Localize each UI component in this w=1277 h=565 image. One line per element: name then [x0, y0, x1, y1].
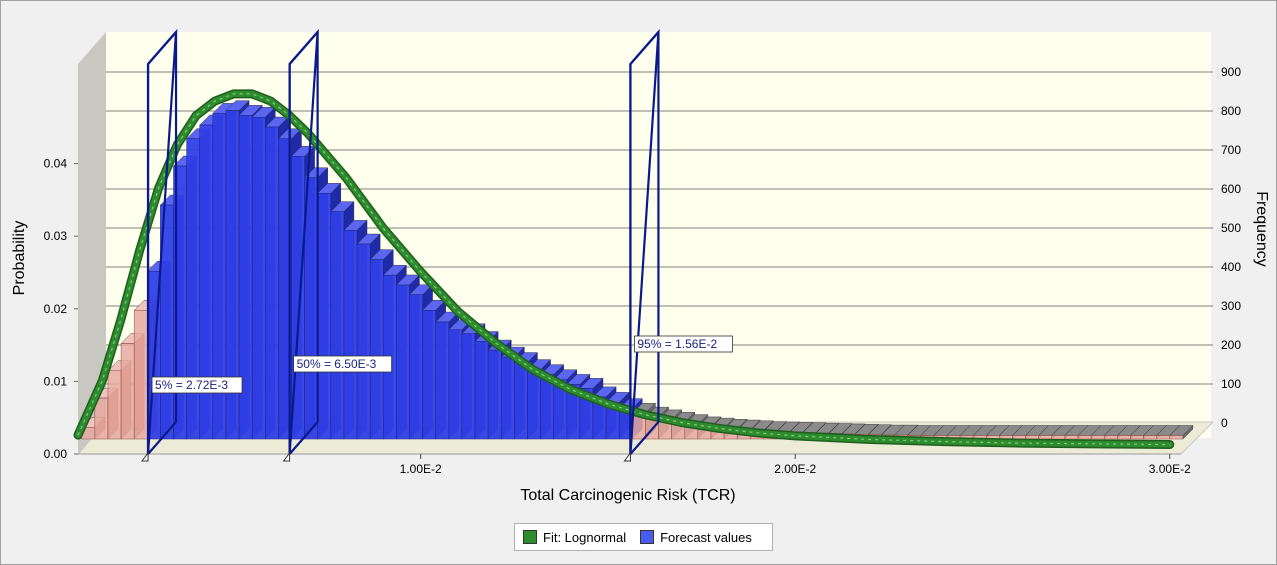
percentile-marker[interactable]: 95% = 1.56E-2 [623, 28, 733, 462]
fit-curve-highlight [77, 93, 1170, 446]
percentile-label: 95% = 1.56E-2 [637, 337, 717, 351]
bar-front [527, 369, 541, 440]
legend-item-fit[interactable]: Fit: Lognormal [523, 530, 626, 545]
y2-tick-label: 0 [1221, 416, 1228, 430]
grabber-handle-icon[interactable] [623, 451, 631, 462]
y2-tick-label: 100 [1221, 377, 1241, 391]
marker-bottom-edge [147, 421, 177, 455]
grabber-handle-icon[interactable] [141, 451, 149, 462]
percentile-label-box [634, 335, 733, 353]
y-tick-label: 0.02 [44, 302, 68, 316]
bar-front [251, 117, 266, 440]
bar-front [1012, 435, 1026, 440]
percentile-marker[interactable]: 5% = 2.72E-3 [141, 28, 243, 462]
bar-front [317, 193, 332, 440]
bar-front [422, 310, 436, 440]
percentile-marker[interactable]: 50% = 6.50E-3 [282, 28, 393, 462]
bar-front [107, 370, 122, 440]
axes: 0.00 0.01 0.02 0.03 0.04 0 100 200 300 400 500 600 7… [44, 65, 1242, 476]
grabber-handle-icon[interactable] [282, 451, 291, 462]
x-tick-label: 2.00E-2 [774, 462, 816, 476]
frequency-bars [81, 100, 1194, 440]
percentile-label: 5% = 2.72E-3 [155, 378, 228, 392]
percentile-label: 50% = 6.50E-3 [297, 357, 377, 371]
marker-top-edge [288, 31, 319, 65]
y2-tick-label: 800 [1221, 104, 1241, 118]
bar-front [330, 211, 345, 440]
percentile-markers[interactable]: 5% = 2.72E-3 50% = 6.50E-3 95% = 1.56E-2 [141, 28, 733, 462]
y-tick-label: 0.03 [44, 229, 68, 243]
bar-front [1143, 435, 1157, 440]
x-tick-label: 3.00E-2 [1149, 462, 1191, 476]
bar-front [133, 310, 148, 440]
bar-front [474, 341, 489, 440]
y2-tick-label: 500 [1221, 221, 1241, 235]
bar-front [1038, 435, 1053, 440]
bar-front [265, 126, 279, 440]
y-tick-label: 0.04 [44, 157, 68, 171]
bar-front [186, 138, 200, 440]
bar-front [500, 356, 515, 440]
y2-tick-label: 300 [1221, 299, 1241, 313]
bar-front [1156, 435, 1171, 440]
forecast-chart: 5% = 2.72E-3 50% = 6.50E-3 95% = 1.56E-2 0… [11, 28, 1270, 504]
bar-front [1103, 435, 1118, 440]
marker-top-edge [147, 31, 177, 65]
bar-front [94, 397, 109, 440]
fit-swatch-icon [523, 530, 537, 544]
y-tick-label: 0.01 [44, 374, 68, 388]
bar-front [1025, 435, 1039, 440]
bar-front [1130, 435, 1144, 440]
bar-front [461, 333, 476, 440]
bar-front [1051, 435, 1066, 440]
marker-bottom-edge [629, 421, 660, 455]
lognormal-fit-curve [73, 89, 1175, 450]
legend: Fit: Lognormal Forecast values [514, 523, 773, 551]
x-tick-label: 1.00E-2 [400, 462, 442, 476]
forecast-swatch-icon [640, 530, 655, 544]
bar-front [304, 177, 318, 440]
y2-tick-label: 600 [1221, 182, 1241, 196]
marker-bottom-edge [288, 421, 319, 455]
y-tick-label: 0.00 [44, 447, 68, 461]
bar-front [356, 243, 371, 440]
bar-front [487, 349, 502, 440]
left-wall [78, 32, 106, 454]
y2-axis-title: Frequency [1253, 191, 1270, 267]
percentile-label-box [293, 355, 393, 373]
y-axis-title: Probability [11, 221, 28, 296]
y2-tick-label: 700 [1221, 143, 1241, 157]
bar-front [1169, 435, 1184, 440]
bar-front [1090, 435, 1105, 440]
y2-tick-label: 200 [1221, 338, 1241, 352]
bar-front [448, 329, 463, 440]
bar-front [369, 259, 384, 440]
bar-front [343, 230, 358, 440]
y2-tick-label: 400 [1221, 260, 1241, 274]
legend-label-fit: Fit: Lognormal [543, 529, 627, 545]
bar-front [514, 362, 528, 440]
legend-item-forecast[interactable]: Forecast values [640, 530, 752, 545]
bar-front [1064, 435, 1079, 440]
bar-front [435, 321, 450, 440]
bar-front [1117, 435, 1131, 440]
bar-front [396, 284, 410, 440]
x-axis-title: Total Carcinogenic Risk (TCR) [520, 487, 735, 504]
legend-label-forecast: Forecast values [660, 529, 752, 545]
histogram-bar [1169, 425, 1194, 440]
percentile-label-box [151, 376, 243, 394]
bar-front [409, 294, 423, 440]
bar-front [1077, 435, 1092, 440]
marker-top-edge [629, 31, 660, 65]
bar-front [120, 343, 135, 440]
y2-tick-label: 900 [1221, 65, 1241, 79]
